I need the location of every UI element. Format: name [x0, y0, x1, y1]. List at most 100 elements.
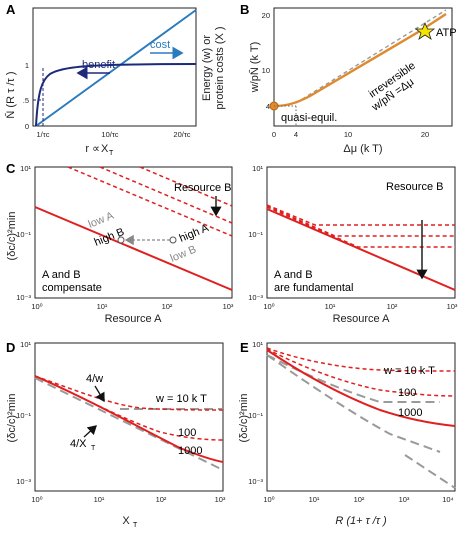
e-xtick-3: 10³: [399, 495, 410, 504]
e-ytick-1: 10¹: [252, 340, 263, 349]
e-gray-2: [266, 354, 441, 453]
e-label-w10: w = 10 k T: [383, 365, 435, 377]
e-gray-1: [266, 354, 440, 403]
d-xlabel: X: [122, 515, 130, 527]
b-ytick-10: 10: [262, 66, 270, 75]
d-ytick-m1: 10⁻¹: [16, 411, 31, 420]
c-right-xtick-0: 10⁰: [263, 302, 274, 311]
e-ytick-m3: 10⁻³: [248, 477, 263, 486]
cost-line: [35, 9, 197, 127]
e-label-w100: 100: [398, 387, 416, 399]
d-frame: [34, 342, 224, 492]
irreversible-line: [295, 9, 447, 104]
b-xtick-0: 0: [272, 130, 276, 139]
b-xtick-10: 10: [344, 130, 352, 139]
c-left-frame: [34, 166, 233, 299]
d-xlabel-sub: T: [133, 522, 138, 529]
a-ylabel-left: N̄ (R τ /τ ): [4, 71, 17, 118]
a-xlabel: X: [101, 143, 109, 155]
panel-a: A benefit cost 0 .5 1 1/τc 10/τc 20/τc r…: [4, 2, 226, 157]
c-left-dash-3: [139, 166, 233, 207]
a-ylabel-right-2: protein costs (X ): [214, 26, 226, 109]
panel-c-letter: C: [6, 161, 16, 176]
c-right-frame: [266, 166, 456, 299]
e-ylabel: (δc/c)²min: [238, 394, 250, 443]
c-left-low-a: low A: [87, 210, 116, 231]
quasi-label: quasi-equil.: [281, 112, 337, 124]
c-left-xtick-2: 10²: [162, 302, 173, 311]
d-curve-w1000: [34, 375, 224, 463]
e-gray-3: [404, 454, 456, 489]
c-right-xtick-2: 10²: [387, 302, 398, 311]
d-xtick-3: 10³: [215, 495, 226, 504]
c-left-ytick-m1: 10⁻¹: [16, 230, 31, 239]
d-ylabel: (δc/c)²min: [6, 394, 18, 443]
c-left-xtick-1: 10¹: [97, 302, 108, 311]
benefit-label: benefit: [82, 59, 115, 71]
d-xtick-0: 10⁰: [31, 495, 42, 504]
c-right-ytick-m3: 10⁻³: [248, 293, 263, 302]
panel-c-left: Resource B low A high B high A low B A a…: [16, 164, 234, 325]
e-frame: [266, 342, 456, 492]
c-right-xlabel: Resource A: [333, 313, 391, 325]
d-xtick-2: 10²: [156, 495, 167, 504]
atp-star: [414, 21, 436, 40]
panel-b-frame: [273, 7, 453, 127]
c-left-low-b: low B: [169, 244, 198, 265]
d-label-w1000: 1000: [178, 445, 202, 457]
c-left-point-high-a: [169, 236, 177, 244]
c-right-xtick-3: 10³: [447, 302, 458, 311]
panel-e-letter: E: [240, 340, 249, 355]
e-xlabel: R (1+ τ /τ ): [335, 515, 387, 527]
a-ylabel-right-1: Energy (w) or: [201, 35, 213, 101]
d-ytick-1: 10¹: [20, 340, 31, 349]
c-left-ytick-1: 10¹: [20, 164, 31, 173]
c-left-caption-1: A and B: [42, 269, 81, 281]
panel-a-letter: A: [6, 2, 16, 17]
atp-label: ATP: [436, 27, 457, 39]
c-left-ytick-m3: 10⁻³: [16, 293, 31, 302]
d-arrow-4w: [94, 385, 105, 403]
c-right-xtick-1: 10¹: [325, 302, 336, 311]
e-curve-w100: [266, 348, 456, 397]
c-right-dash-2: [266, 205, 455, 237]
b-ytick-4: 4: [266, 102, 270, 111]
c-ylabel: (δc/c)²min: [6, 212, 18, 261]
c-right-dash-3: [266, 204, 455, 226]
panel-c: C (δc/c)²min Resource B low A high B hig…: [6, 161, 458, 325]
c-right-ytick-m1: 10⁻¹: [248, 230, 263, 239]
b-ylabel: w/pN̄ (k T): [248, 42, 261, 94]
a-xlabel-sub: T: [109, 150, 114, 157]
d-label-4xt-sub: T: [91, 445, 96, 452]
d-arrow-4xt: [83, 425, 97, 438]
b-ytick-20: 20: [262, 11, 270, 20]
d-label-w100: 100: [178, 427, 196, 439]
b-xtick-20: 20: [421, 130, 429, 139]
a-xlabel-prefix: r ∝: [85, 143, 100, 155]
e-xtick-0: 10⁰: [263, 495, 274, 504]
c-left-high-a: high A: [178, 222, 211, 245]
panel-b: B ATP quasi-equil. irreversible w/pN̄ =Δ…: [240, 2, 457, 155]
c-right-dash-1: [266, 206, 455, 248]
d-asym-4xt: [34, 377, 224, 471]
e-xtick-1: 10¹: [309, 495, 320, 504]
b-xlabel: Δμ (k T): [343, 143, 382, 155]
d-ytick-m3: 10⁻³: [16, 477, 31, 486]
c-left-xlabel: Resource A: [105, 313, 163, 325]
panel-c-right: Resource B A and B are fundamental 10¹ 1…: [248, 164, 458, 325]
e-xtick-4: 10⁴: [442, 495, 454, 504]
cost-label: cost: [150, 39, 170, 51]
e-xtick-2: 10²: [354, 495, 365, 504]
c-left-high-b: high B: [93, 226, 126, 249]
panel-a-frame: [32, 7, 197, 127]
a-ytick-1: 1: [25, 61, 29, 70]
d-curve-w10: [34, 375, 224, 411]
d-xtick-1: 10¹: [94, 495, 105, 504]
c-right-caption-2: are fundamental: [274, 282, 354, 294]
panel-b-letter: B: [240, 2, 249, 17]
a-ytick-0: 0: [25, 122, 29, 131]
b-xtick-4: 4: [294, 130, 298, 139]
a-xtick-20: 20/τc: [173, 130, 190, 139]
a-xtick-1: 1/τc: [37, 130, 50, 139]
